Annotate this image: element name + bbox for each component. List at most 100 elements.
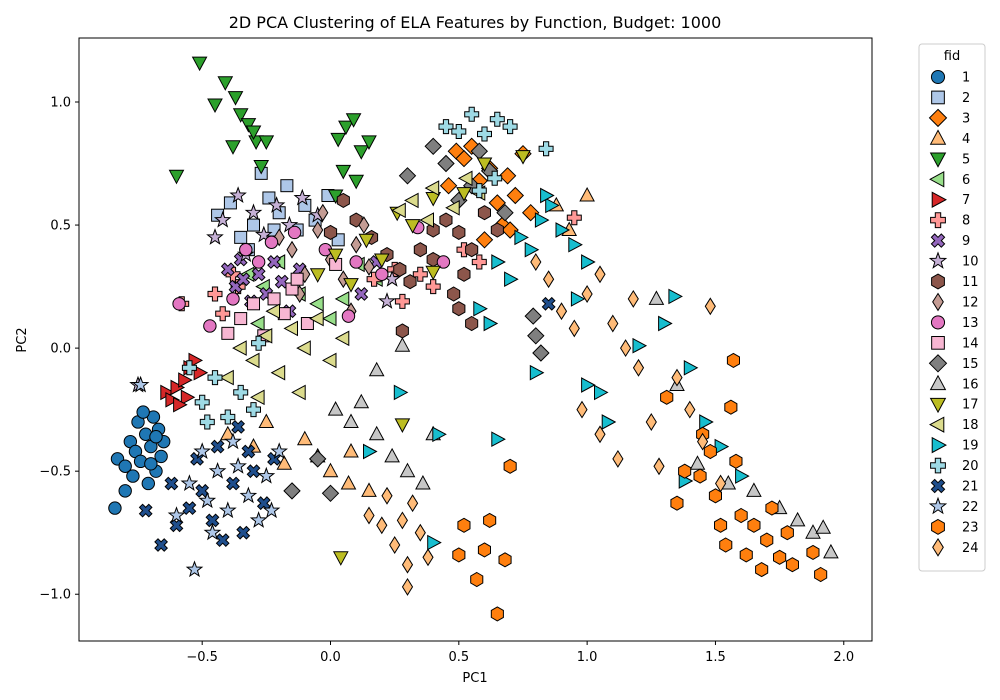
data-point <box>191 56 208 72</box>
data-point <box>789 511 806 527</box>
data-point <box>244 203 263 221</box>
data-point <box>457 517 471 533</box>
data-point <box>703 443 717 460</box>
data-point <box>568 319 580 338</box>
data-point <box>739 547 753 563</box>
data-point <box>181 360 197 376</box>
data-point <box>296 430 313 446</box>
y-tick-label: 0.5 <box>50 219 71 234</box>
legend-label: 6 <box>962 173 970 188</box>
data-point <box>524 241 540 258</box>
data-point <box>389 536 401 554</box>
data-point <box>412 266 428 282</box>
data-point <box>363 257 375 276</box>
data-point <box>671 368 683 387</box>
data-point <box>538 141 554 157</box>
data-point <box>414 523 426 542</box>
data-point <box>746 482 762 497</box>
data-point <box>226 292 240 306</box>
legend-item-9: 9 <box>930 233 970 249</box>
data-point <box>118 484 132 498</box>
legend-label: 22 <box>962 500 979 515</box>
data-point <box>265 303 280 320</box>
legend-item-20: 20 <box>930 457 979 474</box>
legend-item-8: 8 <box>930 212 970 229</box>
data-point <box>277 307 291 321</box>
legend-label: 3 <box>962 111 970 126</box>
data-point <box>215 533 230 548</box>
data-point <box>300 317 314 331</box>
legend-item-2: 2 <box>931 90 970 106</box>
data-point <box>249 511 268 528</box>
data-point <box>244 352 260 369</box>
data-point <box>413 242 427 258</box>
data-point <box>337 270 349 289</box>
data-point <box>407 494 419 513</box>
data-point <box>286 240 298 259</box>
data-point <box>439 212 453 228</box>
data-point <box>773 549 787 565</box>
legend-marker <box>931 518 945 535</box>
data-point <box>504 271 519 288</box>
legend-marker <box>930 478 946 494</box>
data-point <box>415 474 431 490</box>
data-point <box>363 443 378 460</box>
legend-marker <box>928 496 948 515</box>
legend-item-22: 22 <box>928 496 979 515</box>
data-point <box>309 295 324 312</box>
data-point <box>349 255 363 269</box>
data-point <box>207 98 223 114</box>
legend-label: 20 <box>962 459 979 474</box>
data-point <box>358 216 370 235</box>
data-point <box>375 267 389 281</box>
data-point <box>108 501 122 515</box>
data-point <box>532 344 550 362</box>
data-point <box>218 501 237 519</box>
data-point <box>714 517 728 533</box>
data-point <box>219 369 234 386</box>
data-point <box>683 359 699 376</box>
legend-marker <box>928 108 948 128</box>
data-point <box>699 414 714 430</box>
data-point <box>540 187 555 204</box>
data-point <box>438 119 454 135</box>
data-point <box>496 203 514 222</box>
data-point <box>678 463 692 479</box>
data-point <box>363 506 375 525</box>
data-point <box>245 125 262 141</box>
data-point <box>627 289 639 308</box>
legend-marker <box>931 191 947 208</box>
data-point <box>229 186 247 203</box>
data-point <box>498 552 512 568</box>
data-point <box>349 212 363 228</box>
data-point <box>708 488 722 504</box>
legend-marker <box>930 233 946 248</box>
data-point <box>276 455 293 470</box>
data-point <box>373 253 390 269</box>
data-point <box>425 265 442 281</box>
data-point <box>452 224 466 240</box>
legend-item-7: 7 <box>931 191 970 208</box>
data-point <box>579 186 595 202</box>
data-point <box>321 352 337 369</box>
data-point <box>755 562 769 578</box>
data-point <box>178 372 193 388</box>
data-point <box>566 210 582 226</box>
data-point <box>471 254 487 270</box>
data-point <box>645 413 657 431</box>
data-point <box>345 113 362 128</box>
data-point <box>206 228 224 245</box>
data-point <box>395 323 409 339</box>
legend-label: 12 <box>962 295 979 310</box>
legend-marker <box>932 292 944 312</box>
data-point <box>456 187 472 202</box>
data-point <box>180 389 196 406</box>
data-point <box>312 221 324 239</box>
data-point <box>823 543 839 559</box>
data-point <box>452 301 466 317</box>
data-point <box>241 444 256 459</box>
data-point <box>323 224 338 240</box>
data-point <box>280 179 294 193</box>
data-point <box>719 537 733 553</box>
data-point <box>404 192 419 209</box>
